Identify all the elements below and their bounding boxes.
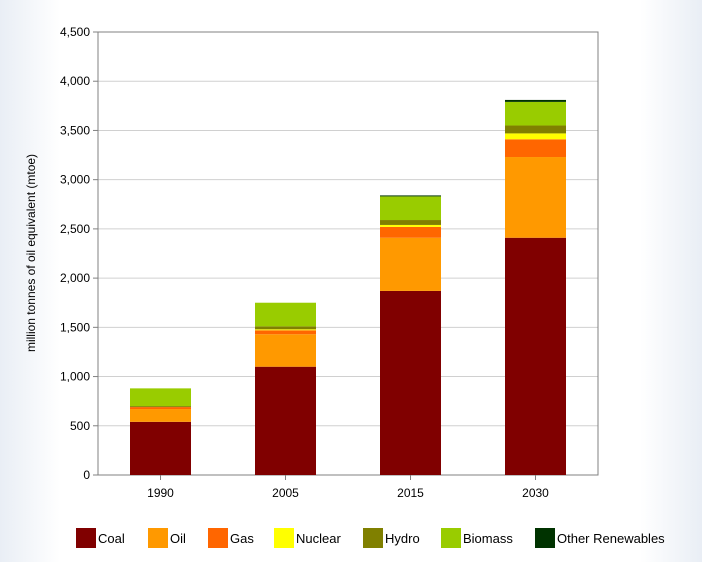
bars	[130, 99, 566, 475]
legend-label: Oil	[170, 531, 186, 546]
x-tick-label: 1990	[147, 486, 174, 500]
plot-area	[97, 31, 599, 476]
bar-segment-other-renewables	[505, 99, 566, 102]
bar-segment-hydro	[255, 326, 316, 330]
x-tick-label: 2015	[397, 486, 424, 500]
y-tick-label: 3,000	[60, 173, 90, 187]
bar-segment-gas	[505, 139, 566, 158]
y-axis: 0 500 1,000 1,500 2,000 2,500 3,000 3,500 4,000 4…	[60, 25, 98, 482]
legend-swatch	[208, 528, 228, 548]
bar-segment-oil	[130, 409, 191, 422]
bar-segment-hydro	[505, 125, 566, 134]
legend-swatch	[76, 528, 96, 548]
bar-segment-hydro	[380, 220, 441, 225]
legend-swatch	[441, 528, 461, 548]
x-axis: 1990 2005 2015 2030	[147, 475, 549, 500]
legend-swatch	[363, 528, 383, 548]
bar-stack-2030	[505, 99, 566, 475]
bar-segment-oil	[505, 157, 566, 238]
y-axis-label: million tonnes of oil equivalent (mtoe)	[24, 154, 38, 352]
bar-segment-gas	[255, 330, 316, 335]
y-tick-label: 2,500	[60, 222, 90, 236]
legend: Coal Oil Gas Nuclear Hydro Biomass Other Renew…	[76, 528, 665, 548]
bar-segment-nuclear	[380, 224, 441, 227]
bar-stack-1990	[130, 388, 191, 475]
y-tick-label: 2,000	[60, 271, 90, 285]
y-tick-label: 4,000	[60, 74, 90, 88]
bar-segment-coal	[255, 366, 316, 475]
bar-segment-biomass	[255, 302, 316, 327]
bar-segment-biomass	[380, 196, 441, 221]
y-tick-label: 1,000	[60, 370, 90, 384]
bar-segment-gas	[380, 226, 441, 238]
bar-segment-nuclear	[505, 133, 566, 140]
bar-stack-2015	[380, 195, 441, 475]
legend-label: Hydro	[385, 531, 420, 546]
x-tick-label: 2005	[272, 486, 299, 500]
y-tick-label: 0	[83, 468, 90, 482]
bar-segment-coal	[130, 421, 191, 475]
y-tick-label: 1,500	[60, 320, 90, 334]
legend-label: Biomass	[463, 531, 513, 546]
bar-segment-nuclear	[255, 329, 316, 331]
bar-segment-oil	[380, 237, 441, 291]
y-tick-label: 500	[70, 419, 90, 433]
legend-label: Other Renewables	[557, 531, 665, 546]
legend-swatch	[274, 528, 294, 548]
legend-label: Gas	[230, 531, 254, 546]
y-tick-label: 3,500	[60, 123, 90, 137]
legend-swatch	[535, 528, 555, 548]
bar-segment-hydro	[130, 406, 191, 408]
legend-label: Coal	[98, 531, 125, 546]
bar-segment-other-renewables	[380, 195, 441, 197]
legend-swatch	[148, 528, 168, 548]
legend-label: Nuclear	[296, 531, 341, 546]
bar-segment-biomass	[505, 101, 566, 126]
grid-lines	[98, 80, 598, 427]
x-tick-label: 2030	[522, 486, 549, 500]
bar-segment-coal	[380, 290, 441, 475]
y-tick-label: 4,500	[60, 25, 90, 39]
bar-segment-biomass	[130, 388, 191, 407]
bar-segment-oil	[255, 334, 316, 367]
bar-stack-2005	[255, 302, 316, 475]
bar-segment-coal	[505, 237, 566, 475]
bar-segment-gas	[130, 407, 191, 410]
